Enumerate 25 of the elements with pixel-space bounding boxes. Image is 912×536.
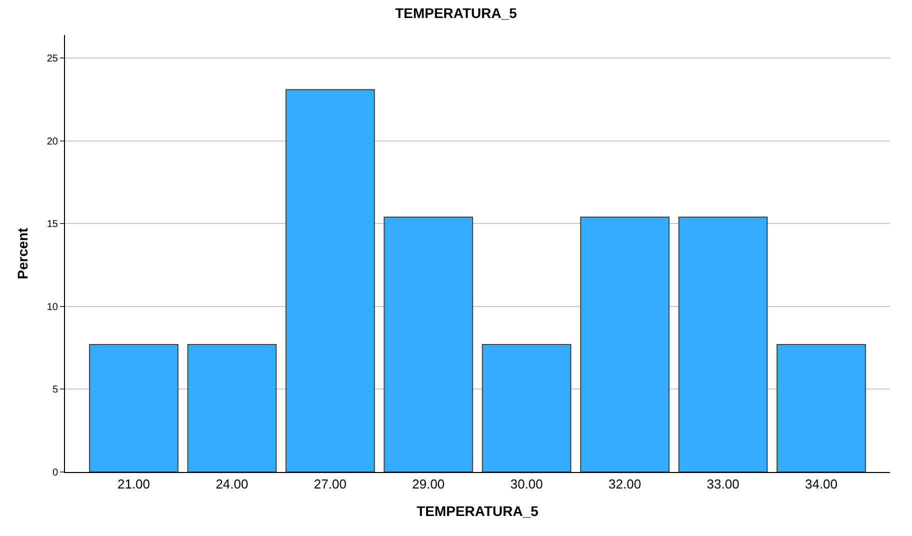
- bar: [580, 216, 670, 472]
- bar: [482, 344, 572, 472]
- x-axis-title: TEMPERATURA_5: [416, 502, 539, 519]
- bar: [776, 344, 866, 472]
- y-tick-label: 20: [46, 136, 58, 148]
- x-tick-label: 29.00: [412, 476, 445, 492]
- chart-title: TEMPERATURA_5: [395, 4, 518, 21]
- bar: [187, 344, 277, 472]
- bar: [384, 216, 474, 472]
- x-tick-label: 34.00: [804, 476, 838, 492]
- x-tick-label: 21.00: [117, 476, 150, 492]
- x-tick-label: 30.00: [510, 476, 543, 492]
- bar: [678, 216, 768, 472]
- bar: [285, 89, 375, 472]
- y-tick-label: 5: [52, 384, 58, 396]
- x-tick-label: 24.00: [216, 476, 248, 492]
- x-tick-label: 27.00: [314, 476, 346, 492]
- y-axis-title: Percent: [14, 227, 30, 280]
- y-tick-label: 25: [46, 54, 58, 65]
- y-tick-label: 10: [46, 302, 58, 313]
- x-tick-label: 33.00: [706, 476, 740, 492]
- y-tick-label: 15: [46, 219, 58, 230]
- bar: [89, 344, 178, 472]
- x-tick-label: 32.00: [608, 476, 642, 492]
- y-tick-label: 0: [52, 468, 58, 478]
